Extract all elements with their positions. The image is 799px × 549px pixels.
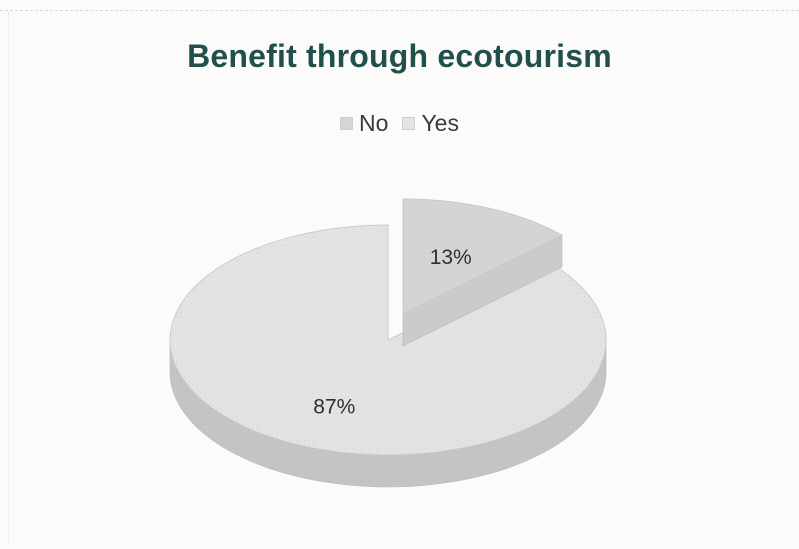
slice-no-top-texture <box>403 198 563 314</box>
legend-item-yes: Yes <box>402 110 459 137</box>
scan-border-left <box>8 12 9 542</box>
data-label-no: 13% <box>430 246 472 269</box>
slice-yes-top-texture <box>170 225 606 456</box>
slice-yes-side-texture <box>170 340 606 487</box>
legend-swatch-no <box>340 117 354 130</box>
legend-label-no: No <box>359 110 389 136</box>
scan-border-top <box>0 10 799 11</box>
slice-no <box>402 198 563 347</box>
legend-swatch-yes <box>402 117 416 130</box>
legend-label-yes: Yes <box>421 110 459 136</box>
chart-legend: No Yes <box>0 110 799 137</box>
data-label-yes: 87% <box>313 395 355 418</box>
legend-item-no: No <box>340 110 388 137</box>
slice-yes <box>169 224 607 488</box>
chart-title: Benefit through ecotourism <box>187 38 612 74</box>
